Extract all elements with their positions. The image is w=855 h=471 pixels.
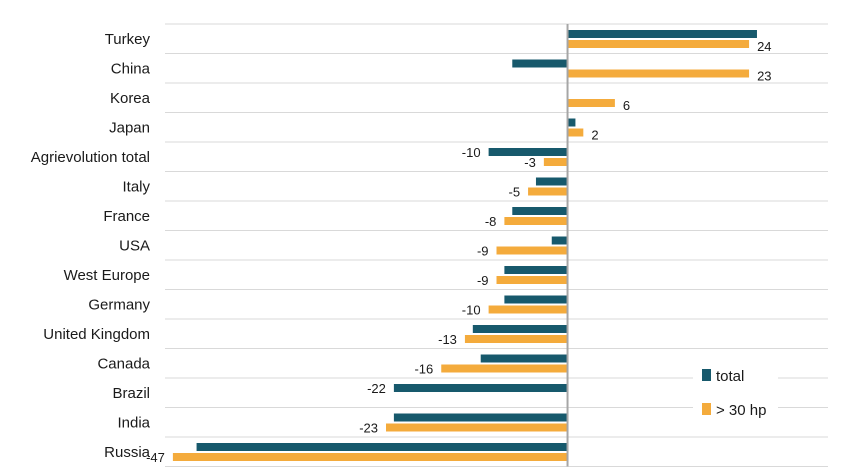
bar-over-30hp [386, 423, 568, 432]
bar-over-30hp [172, 453, 568, 461]
category-label: Brazil [112, 385, 150, 402]
bar-total [393, 413, 568, 422]
bar-over-30hp [496, 276, 568, 284]
bar-over-30hp [464, 335, 568, 343]
bar-over-30hp [567, 69, 750, 78]
legend: total > 30 hp [702, 368, 766, 419]
value-labels: 24 23 6 2 -10 -3-5 -8 -9 -9 -10 -13 -16 -22 -23 -47 [146, 39, 771, 465]
category-label: Russia [104, 444, 151, 461]
bar-total [512, 59, 568, 68]
category-label: India [117, 414, 150, 431]
category-label: United Kingdom [43, 326, 150, 343]
bar-total [480, 354, 568, 363]
value-label: -13 [438, 332, 457, 347]
category-labels: Turkey China Korea Japan Agrievolution total… [31, 31, 151, 461]
value-label: 23 [757, 69, 771, 84]
category-label: France [103, 208, 150, 225]
bar-total [567, 30, 757, 38]
value-label: -23 [359, 421, 378, 436]
category-label: USA [119, 237, 150, 254]
value-label: 24 [757, 39, 771, 54]
legend-swatch-total [702, 369, 711, 381]
bar-total [535, 177, 568, 186]
category-label: Korea [110, 90, 151, 107]
bar-over-30hp [441, 364, 568, 373]
value-label: -47 [146, 450, 165, 465]
legend-label-total: total [716, 368, 744, 385]
category-label: Turkey [105, 31, 151, 48]
category-label: China [111, 60, 151, 77]
category-label: Canada [97, 355, 150, 372]
bar-total [504, 266, 568, 274]
bar-total [512, 207, 568, 215]
gridlines [165, 23, 828, 467]
bar-over-30hp [496, 246, 568, 255]
bar-over-30hp [567, 99, 615, 107]
bar-total [196, 443, 568, 451]
bars [172, 30, 757, 461]
bar-over-30hp [567, 128, 584, 137]
bar-over-30hp [528, 187, 568, 196]
bar-total [393, 384, 568, 392]
value-label: -8 [485, 214, 497, 229]
bar-total [488, 148, 568, 156]
category-label: Agrievolution total [31, 149, 150, 166]
bar-over-30hp [543, 158, 568, 166]
legend-swatch-over-30hp [702, 403, 711, 415]
category-label: Germany [88, 296, 150, 313]
value-label: 6 [623, 98, 630, 113]
value-label: -9 [477, 273, 489, 288]
value-label: -10 [462, 303, 481, 318]
bar-over-30hp [488, 305, 568, 314]
value-label: 2 [591, 128, 598, 143]
category-label: Italy [122, 178, 150, 195]
bar-total [551, 236, 568, 245]
bar-over-30hp [567, 40, 750, 48]
value-label: -16 [414, 362, 433, 377]
bar-total [504, 295, 568, 304]
legend-label-over-30hp: > 30 hp [716, 402, 766, 419]
value-label: -9 [477, 244, 489, 259]
value-label: -5 [509, 185, 521, 200]
bar-total [567, 118, 576, 127]
bar-total [472, 325, 568, 333]
category-label: West Europe [64, 267, 150, 284]
value-label: -22 [367, 381, 386, 396]
value-label: -10 [462, 145, 481, 160]
bar-over-30hp [504, 217, 568, 225]
value-label: -3 [524, 155, 536, 170]
category-label: Japan [109, 119, 150, 136]
